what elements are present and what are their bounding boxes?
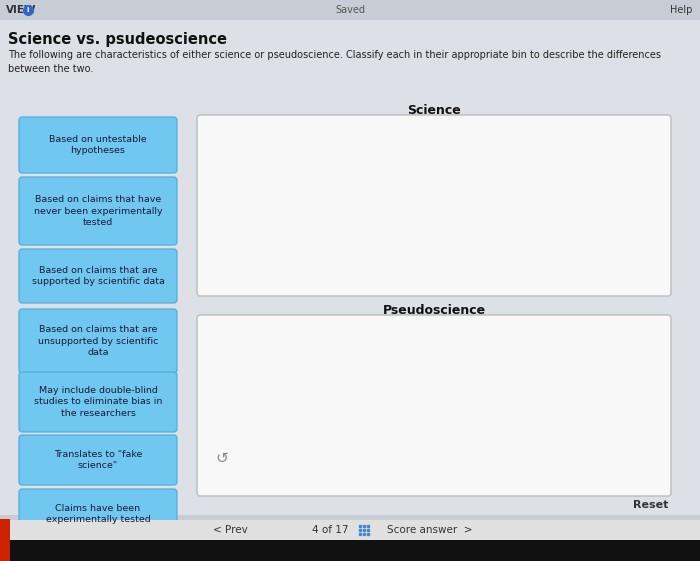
Text: Score answer  >: Score answer > xyxy=(387,525,472,535)
FancyBboxPatch shape xyxy=(19,249,177,303)
Text: Based on untestable
hypotheses: Based on untestable hypotheses xyxy=(49,135,147,155)
Bar xyxy=(0,0,700,20)
Text: Science: Science xyxy=(407,103,461,117)
Text: Based on claims that are
unsupported by scientific
data: Based on claims that are unsupported by … xyxy=(38,325,158,357)
Text: < Prev: < Prev xyxy=(213,525,247,535)
FancyBboxPatch shape xyxy=(19,117,177,173)
Text: Translates to "fake
science": Translates to "fake science" xyxy=(54,450,142,470)
Text: May include double-blind
studies to eliminate bias in
the researchers: May include double-blind studies to elim… xyxy=(34,387,162,417)
Text: Science vs. psudeoscience: Science vs. psudeoscience xyxy=(8,32,227,47)
Text: ↺: ↺ xyxy=(216,450,228,466)
FancyBboxPatch shape xyxy=(19,309,177,373)
Text: Saved: Saved xyxy=(335,5,365,15)
Text: Based on claims that have
never been experimentally
tested: Based on claims that have never been exp… xyxy=(34,195,162,227)
Bar xyxy=(0,540,700,561)
FancyBboxPatch shape xyxy=(19,435,177,485)
Text: i: i xyxy=(27,7,29,13)
FancyBboxPatch shape xyxy=(19,489,177,539)
FancyBboxPatch shape xyxy=(19,372,177,432)
Text: 4 of 17: 4 of 17 xyxy=(312,525,349,535)
Bar xyxy=(0,519,10,561)
Bar xyxy=(0,520,700,540)
FancyBboxPatch shape xyxy=(197,115,671,296)
Text: Based on claims that are
supported by scientific data: Based on claims that are supported by sc… xyxy=(32,266,164,286)
Text: VIEW: VIEW xyxy=(6,5,36,15)
FancyBboxPatch shape xyxy=(19,177,177,245)
Text: Pseudoscience: Pseudoscience xyxy=(382,304,486,316)
FancyBboxPatch shape xyxy=(197,315,671,496)
Bar xyxy=(0,20,700,515)
Text: Help: Help xyxy=(670,5,692,15)
Text: Claims have been
experimentally tested: Claims have been experimentally tested xyxy=(46,504,150,524)
Text: The following are characteristics of either science or pseudoscience. Classify e: The following are characteristics of eit… xyxy=(8,50,661,74)
Text: Reset: Reset xyxy=(633,500,668,510)
